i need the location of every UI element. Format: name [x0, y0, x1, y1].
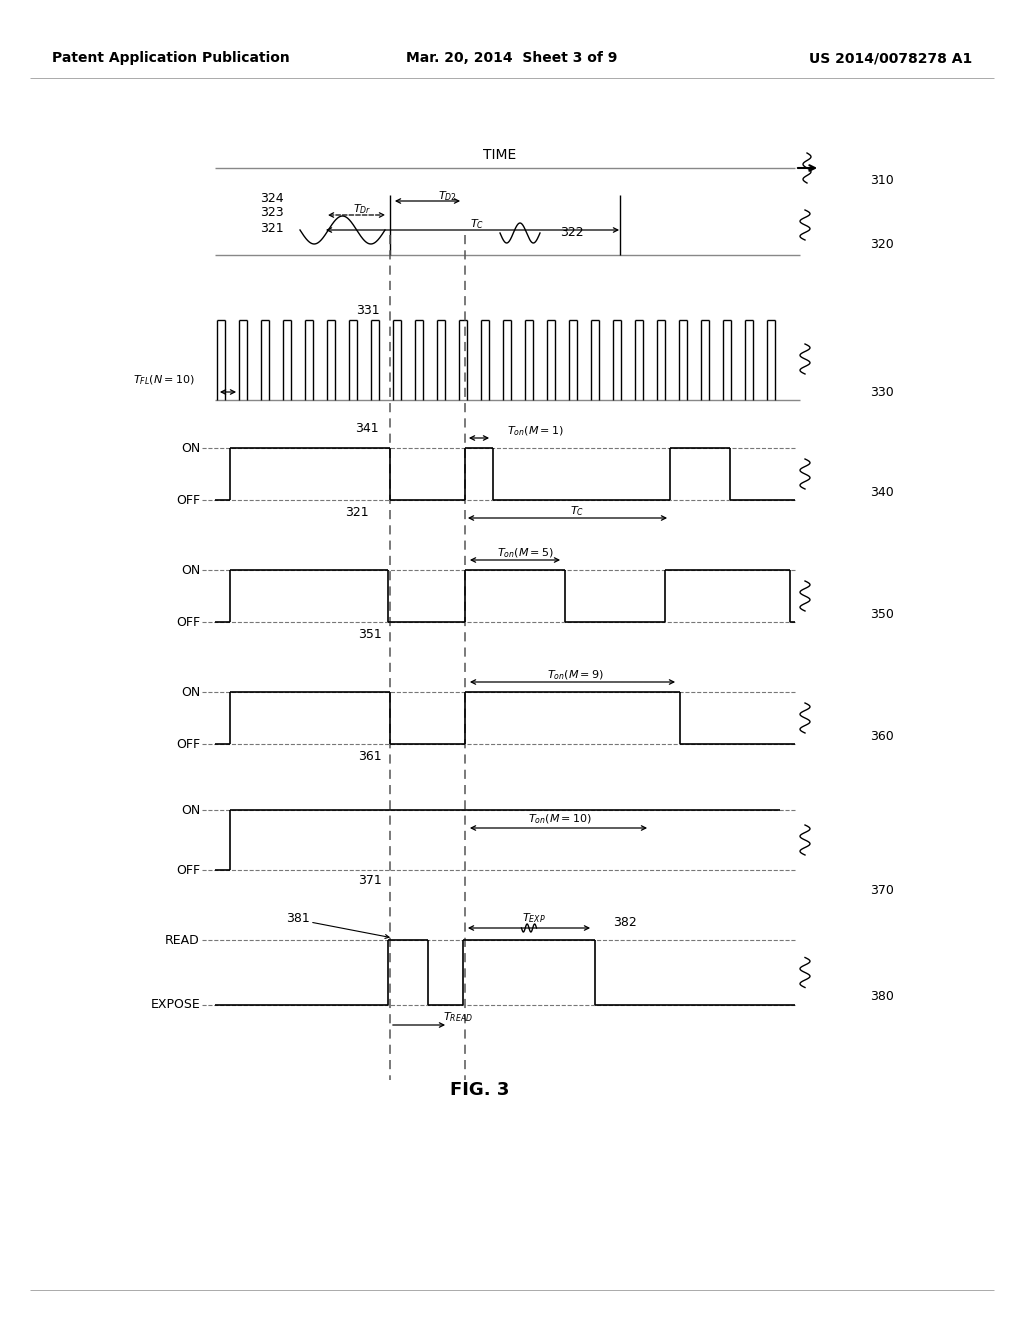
- Text: 310: 310: [870, 174, 894, 187]
- Text: $T_{EXP}$: $T_{EXP}$: [522, 911, 546, 925]
- Text: 331: 331: [356, 305, 380, 318]
- Text: EXPOSE: EXPOSE: [151, 998, 200, 1011]
- Text: OFF: OFF: [176, 738, 200, 751]
- Text: $T_C$: $T_C$: [570, 504, 585, 517]
- Text: 381: 381: [287, 912, 310, 924]
- Text: OFF: OFF: [176, 863, 200, 876]
- Text: 360: 360: [870, 730, 894, 742]
- Text: 380: 380: [870, 990, 894, 1003]
- Text: 330: 330: [870, 385, 894, 399]
- Text: 361: 361: [358, 750, 382, 763]
- Text: 320: 320: [870, 239, 894, 252]
- Text: 340: 340: [870, 486, 894, 499]
- Text: $T_{Dr}$: $T_{Dr}$: [353, 202, 372, 216]
- Text: 341: 341: [355, 421, 379, 434]
- Text: ON: ON: [181, 564, 200, 577]
- Text: $T_{on}(M=10)$: $T_{on}(M=10)$: [528, 812, 592, 826]
- Text: ON: ON: [181, 685, 200, 698]
- Text: 351: 351: [358, 627, 382, 640]
- Text: ON: ON: [181, 441, 200, 454]
- Text: 371: 371: [358, 874, 382, 887]
- Text: $T_{on}(M=5)$: $T_{on}(M=5)$: [497, 546, 553, 560]
- Text: OFF: OFF: [176, 494, 200, 507]
- Text: ON: ON: [181, 804, 200, 817]
- Text: 350: 350: [870, 607, 894, 620]
- Text: 382: 382: [613, 916, 637, 928]
- Text: US 2014/0078278 A1: US 2014/0078278 A1: [809, 51, 972, 65]
- Text: OFF: OFF: [176, 615, 200, 628]
- Text: $T_{on}(M=9)$: $T_{on}(M=9)$: [547, 668, 603, 682]
- Text: $T_{D2}$: $T_{D2}$: [438, 189, 457, 203]
- Text: FIG. 3: FIG. 3: [451, 1081, 510, 1100]
- Text: TIME: TIME: [483, 148, 517, 162]
- Text: 322: 322: [560, 227, 584, 239]
- Text: 321: 321: [260, 223, 284, 235]
- Text: $T_{READ}$: $T_{READ}$: [443, 1010, 473, 1024]
- Text: $T_{on}(M=1)$: $T_{on}(M=1)$: [507, 424, 563, 438]
- Text: 323: 323: [260, 206, 284, 219]
- Text: Mar. 20, 2014  Sheet 3 of 9: Mar. 20, 2014 Sheet 3 of 9: [407, 51, 617, 65]
- Text: 324: 324: [260, 191, 284, 205]
- Text: $T_{FL}(N=10)$: $T_{FL}(N=10)$: [133, 374, 195, 387]
- Text: 321: 321: [345, 507, 369, 520]
- Text: Patent Application Publication: Patent Application Publication: [52, 51, 290, 65]
- Text: 370: 370: [870, 883, 894, 896]
- Text: $T_C$: $T_C$: [470, 216, 484, 231]
- Text: READ: READ: [165, 933, 200, 946]
